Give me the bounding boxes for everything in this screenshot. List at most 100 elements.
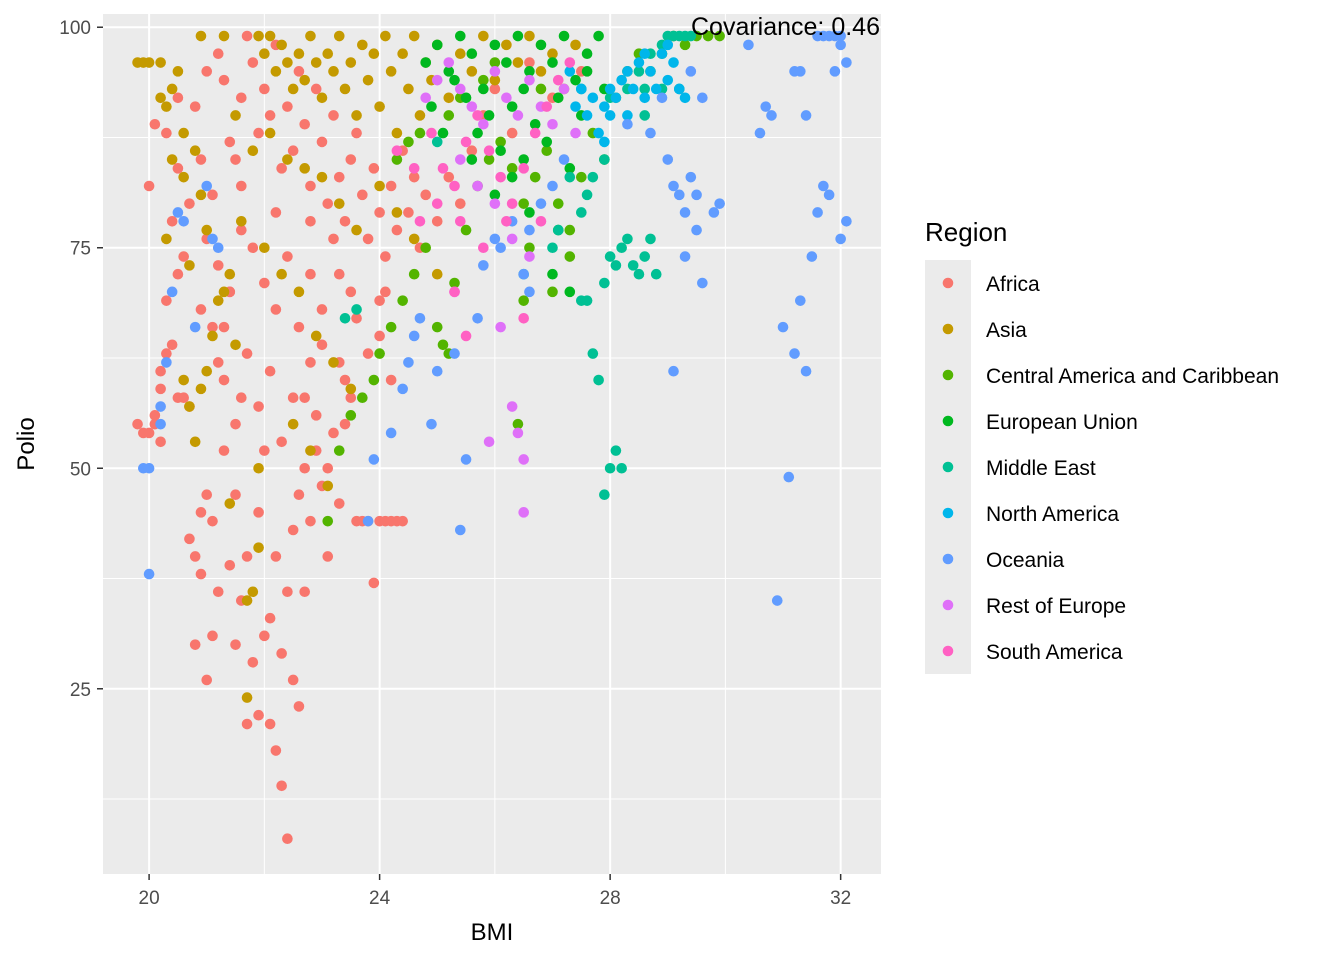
- data-point: [195, 189, 207, 201]
- data-point: [316, 304, 328, 315]
- data-points: [132, 30, 852, 845]
- data-point: [380, 251, 391, 262]
- data-point: [218, 74, 230, 86]
- data-point: [593, 30, 604, 42]
- data-point: [449, 348, 460, 359]
- data-point: [339, 215, 351, 227]
- data-point: [299, 392, 311, 403]
- data-point: [276, 39, 287, 51]
- data-point: [408, 30, 420, 42]
- data-point: [524, 224, 535, 236]
- legend-key: [942, 645, 954, 657]
- data-point: [189, 436, 201, 448]
- data-point: [241, 30, 253, 42]
- data-point: [823, 189, 835, 201]
- data-point: [685, 30, 697, 42]
- data-point: [391, 154, 403, 165]
- data-point: [189, 551, 201, 562]
- data-point: [299, 586, 311, 598]
- data-point: [241, 348, 253, 359]
- data-point: [293, 66, 305, 77]
- data-point: [610, 445, 622, 456]
- data-point: [293, 286, 305, 298]
- data-point: [645, 66, 656, 77]
- data-point: [259, 630, 270, 642]
- data-point: [287, 392, 299, 403]
- data-point: [282, 586, 293, 598]
- data-point: [166, 154, 178, 165]
- data-point: [201, 365, 213, 377]
- x-tick-label: 20: [139, 888, 160, 909]
- minor-gridlines: [103, 14, 881, 874]
- data-point: [259, 277, 270, 289]
- legend-title: Region: [925, 217, 1007, 247]
- data-point: [212, 260, 224, 271]
- data-point: [333, 498, 345, 509]
- data-point: [650, 268, 662, 280]
- data-point: [310, 330, 322, 342]
- data-point: [812, 207, 823, 218]
- data-point: [639, 110, 651, 121]
- data-point: [155, 92, 166, 104]
- data-point: [161, 348, 172, 359]
- data-point: [547, 57, 558, 68]
- data-point: [564, 286, 576, 298]
- data-point: [800, 110, 812, 121]
- data-point: [264, 718, 276, 730]
- data-point: [368, 374, 380, 386]
- data-point: [743, 39, 754, 51]
- data-point: [576, 207, 587, 218]
- data-point: [241, 551, 253, 562]
- data-point: [408, 330, 420, 342]
- data-point: [368, 454, 380, 465]
- data-point: [241, 718, 253, 730]
- data-point: [489, 189, 501, 201]
- data-point: [535, 83, 547, 95]
- data-point: [771, 595, 783, 606]
- data-point: [310, 83, 322, 95]
- x-tick-label: 28: [600, 888, 621, 909]
- data-point: [599, 489, 610, 501]
- data-point: [282, 833, 293, 845]
- data-point: [633, 57, 645, 68]
- data-point: [633, 268, 645, 280]
- data-point: [501, 92, 512, 104]
- data-point: [362, 515, 374, 527]
- data-point: [449, 286, 460, 298]
- data-point: [357, 392, 368, 403]
- data-point: [270, 551, 282, 562]
- data-point: [282, 251, 293, 262]
- data-point: [351, 224, 362, 236]
- data-point: [702, 30, 714, 42]
- data-point: [431, 215, 443, 227]
- legend-key: [942, 277, 954, 289]
- data-point: [420, 242, 432, 254]
- data-point: [253, 542, 264, 553]
- data-point: [207, 630, 218, 642]
- data-point: [506, 171, 518, 183]
- data-point: [806, 251, 818, 262]
- data-point: [449, 74, 460, 86]
- data-point: [581, 189, 593, 201]
- data-point: [385, 66, 397, 77]
- data-point: [431, 136, 443, 148]
- data-point: [691, 189, 702, 201]
- data-point: [276, 436, 287, 448]
- data-point: [247, 145, 259, 157]
- data-point: [789, 348, 800, 359]
- data-point: [466, 48, 478, 59]
- data-point: [397, 515, 408, 527]
- data-point: [489, 198, 501, 209]
- data-point: [339, 83, 351, 95]
- x-axis-ticks: 20 24 28 32: [139, 874, 851, 909]
- data-point: [322, 48, 334, 59]
- data-point: [478, 83, 489, 95]
- data-point: [287, 524, 299, 536]
- data-point: [564, 163, 576, 174]
- data-point: [408, 171, 420, 183]
- data-point: [460, 454, 472, 465]
- data-point: [679, 39, 691, 51]
- data-point: [518, 313, 529, 324]
- legend-key: [942, 553, 954, 565]
- data-point: [714, 30, 725, 42]
